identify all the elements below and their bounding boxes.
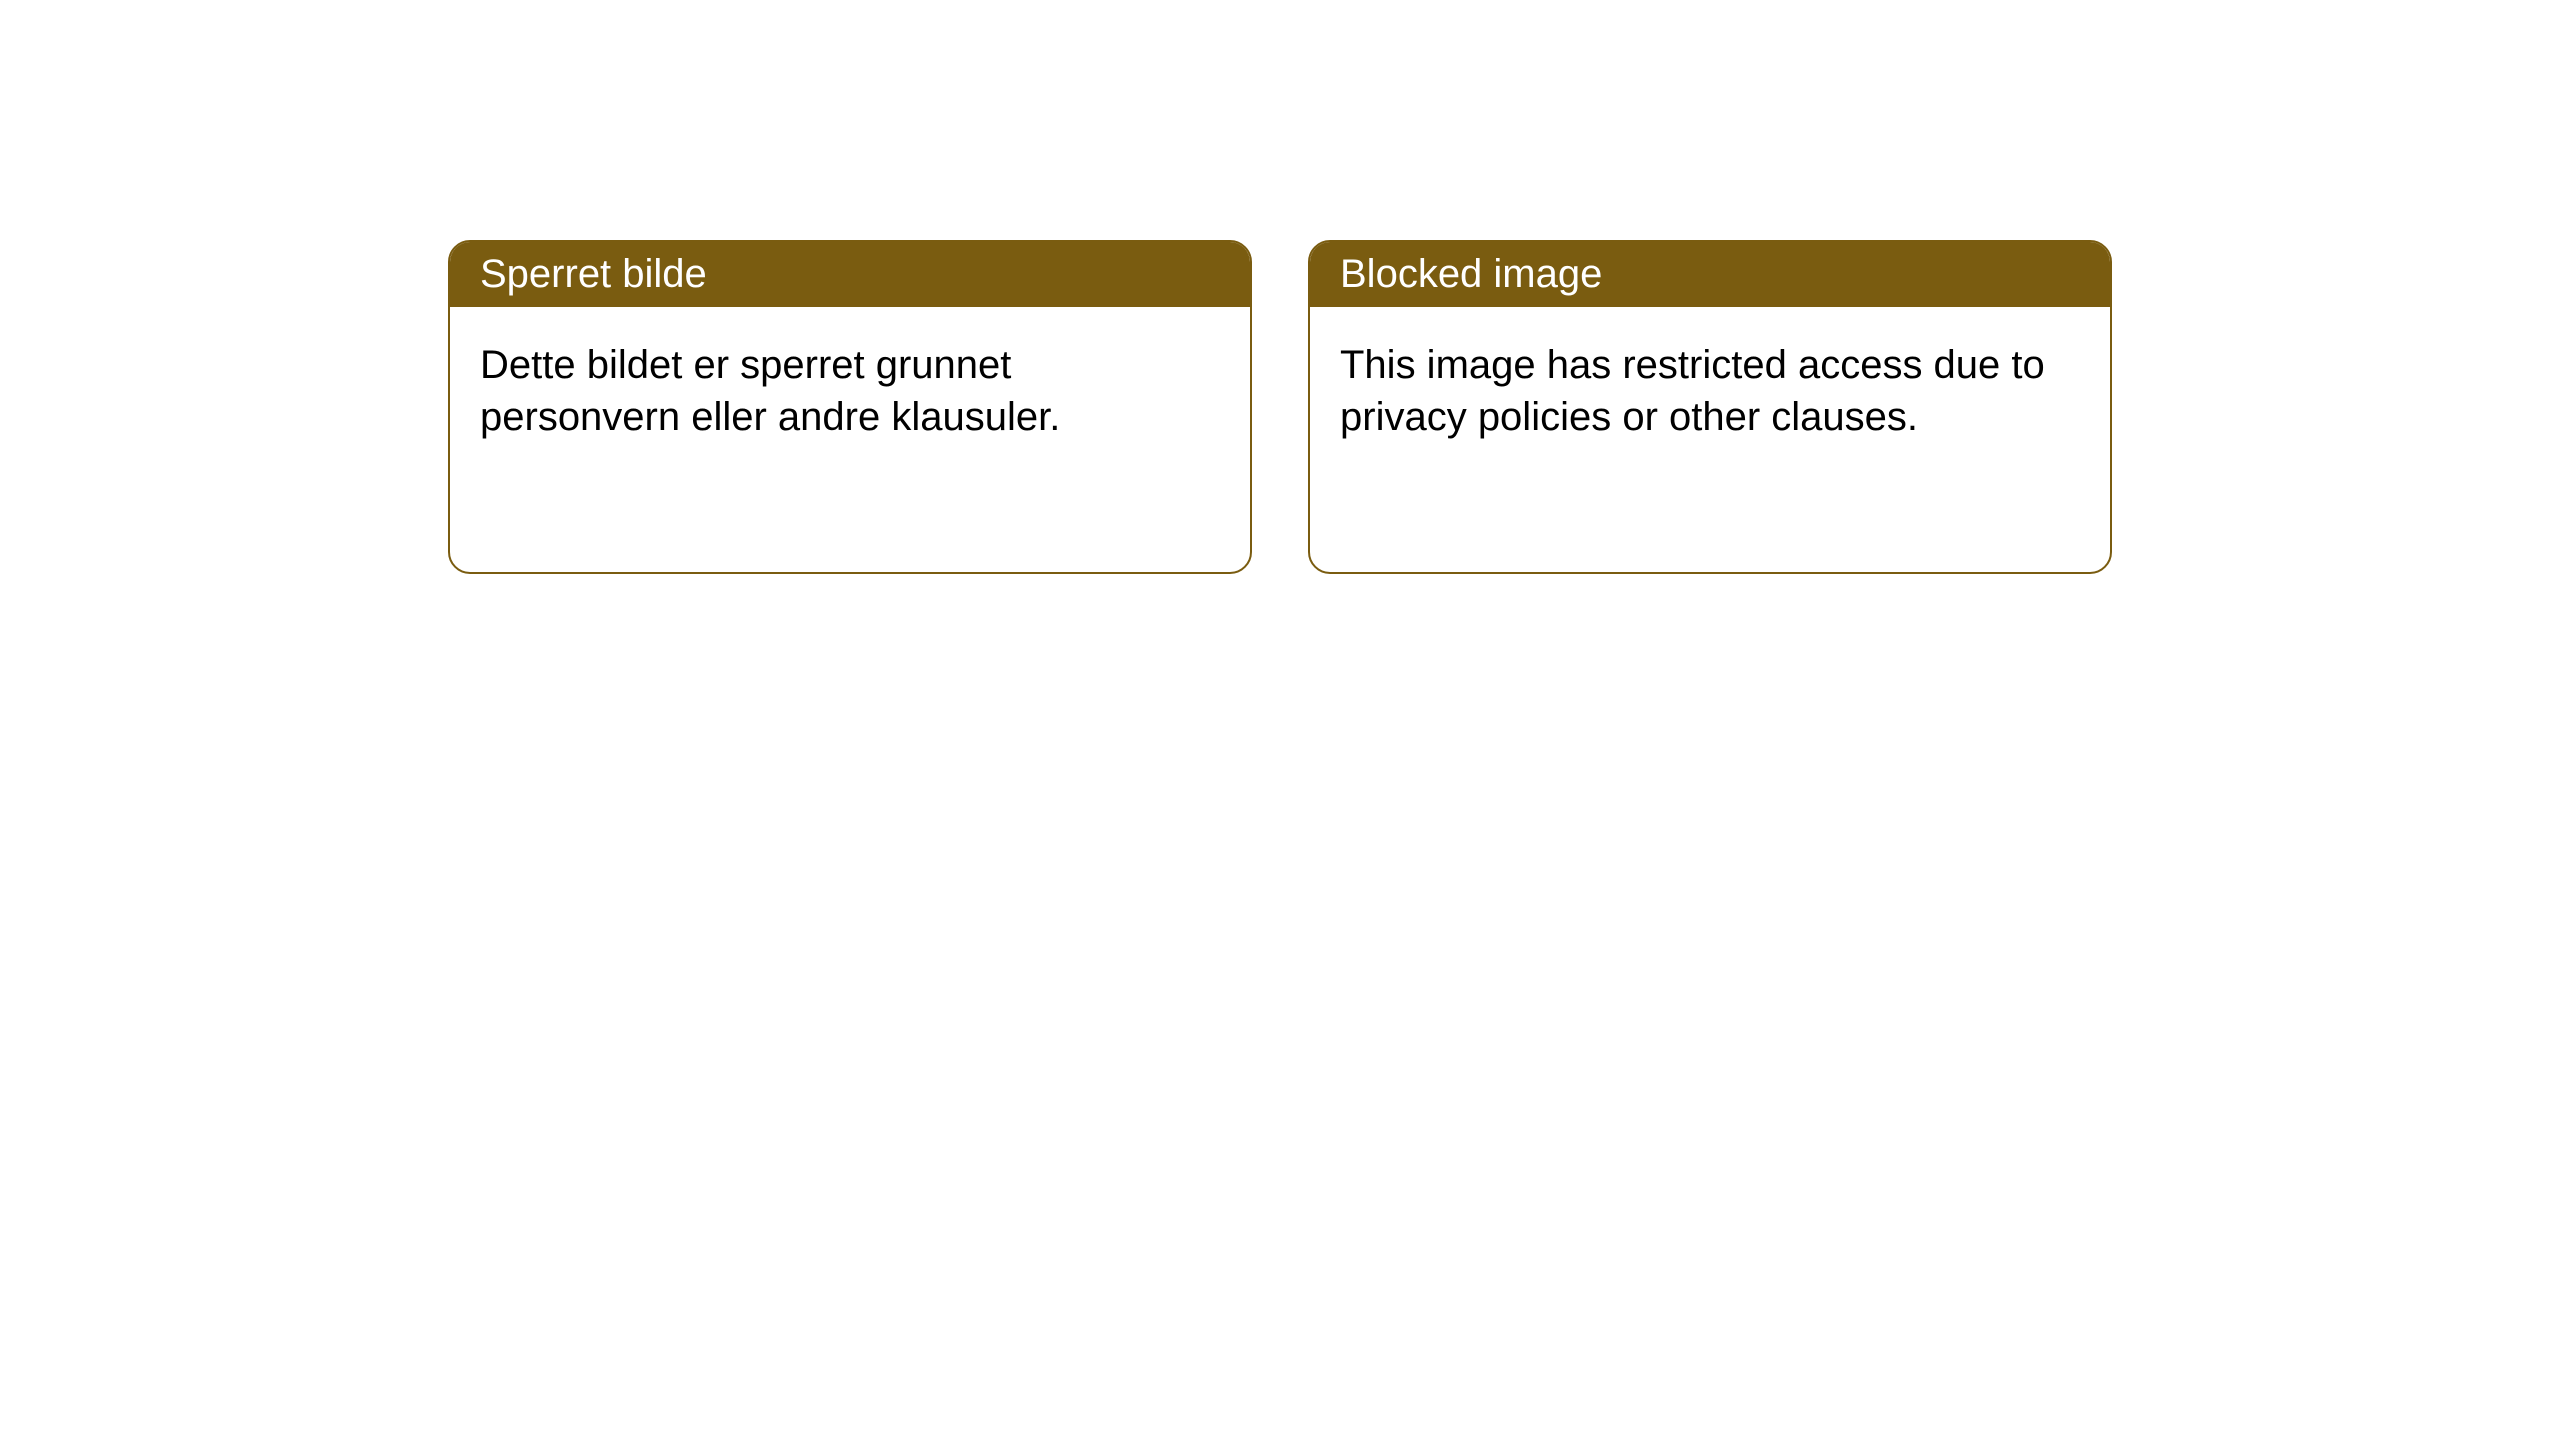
card-header: Blocked image: [1310, 242, 2110, 307]
card-body: This image has restricted access due to …: [1310, 307, 2110, 475]
notice-cards-row: Sperret bilde Dette bildet er sperret gr…: [448, 240, 2560, 574]
notice-card-no: Sperret bilde Dette bildet er sperret gr…: [448, 240, 1252, 574]
card-title: Blocked image: [1340, 252, 1602, 296]
notice-card-en: Blocked image This image has restricted …: [1308, 240, 2112, 574]
card-title: Sperret bilde: [480, 252, 707, 296]
card-body-text: Dette bildet er sperret grunnet personve…: [480, 343, 1060, 439]
card-body-text: This image has restricted access due to …: [1340, 343, 2045, 439]
card-header: Sperret bilde: [450, 242, 1250, 307]
card-body: Dette bildet er sperret grunnet personve…: [450, 307, 1250, 475]
